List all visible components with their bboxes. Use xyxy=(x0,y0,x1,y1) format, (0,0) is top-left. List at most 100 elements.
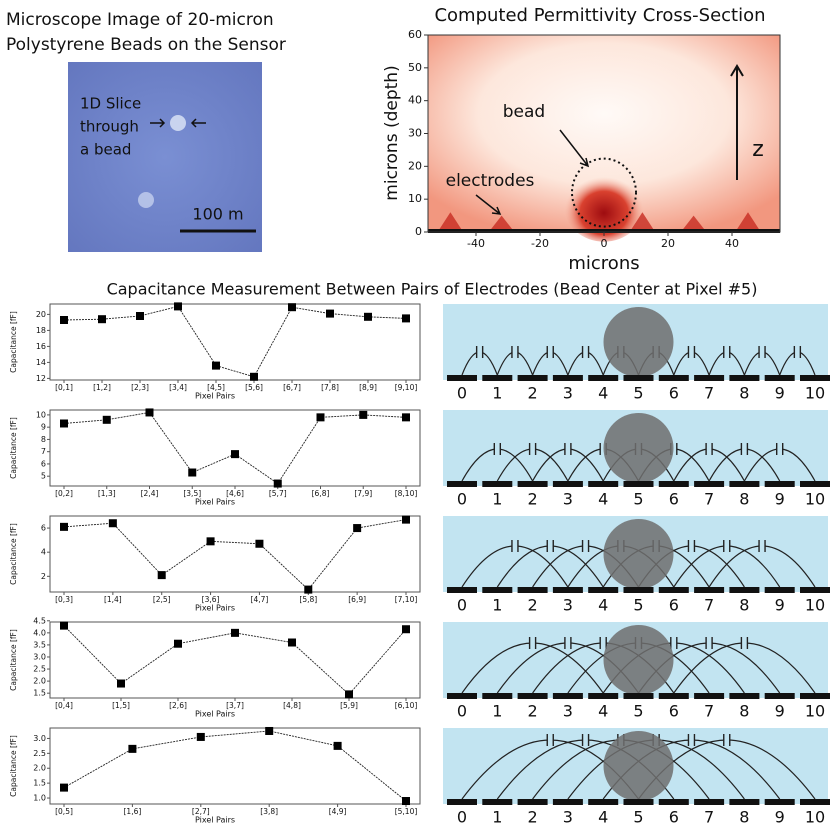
electrode-label: 10 xyxy=(805,596,825,615)
capacitor-gap xyxy=(583,735,589,745)
x-tick-label: [1,2] xyxy=(93,383,111,392)
x-tick-label: [2,6] xyxy=(169,701,187,710)
electrode xyxy=(588,693,618,699)
electrode xyxy=(624,481,654,487)
electrode xyxy=(624,375,654,381)
y-tick-label: 14 xyxy=(36,358,46,367)
y-axis-label: Capacitance [fF] xyxy=(9,629,18,691)
electrode xyxy=(624,587,654,593)
data-point xyxy=(60,419,68,427)
electrode-label: 4 xyxy=(598,808,608,827)
y-axis-label: Capacitance [fF] xyxy=(9,311,18,373)
data-point xyxy=(117,680,125,688)
x-tick-label: [5,6] xyxy=(245,383,263,392)
capacitor-gap xyxy=(688,541,694,551)
data-point xyxy=(207,537,215,545)
electrode xyxy=(482,799,512,805)
electrode xyxy=(659,693,689,699)
data-point xyxy=(188,469,196,477)
electrode-label: 1 xyxy=(492,384,502,403)
electrode-label: 4 xyxy=(598,490,608,509)
y-tick-label: 4 xyxy=(41,548,46,557)
electrode xyxy=(553,587,583,593)
electrode xyxy=(624,693,654,699)
x-tick-label: [5,7] xyxy=(269,489,287,498)
x-axis-label: Pixel Pairs xyxy=(195,604,235,613)
electrode-label: 9 xyxy=(775,596,785,615)
electrode xyxy=(694,375,724,381)
y-tick-label: 0 xyxy=(415,225,422,238)
data-point xyxy=(345,690,353,698)
electrode-label: 3 xyxy=(563,808,573,827)
bead xyxy=(604,625,674,695)
data-point xyxy=(146,408,154,416)
electrode-label: 6 xyxy=(669,702,679,721)
data-point xyxy=(353,524,361,532)
x-tick-label: [6,8] xyxy=(312,489,330,498)
y-tick-label: 7 xyxy=(41,447,46,456)
electrode-label: 7 xyxy=(704,808,714,827)
electrode xyxy=(447,693,477,699)
electrode xyxy=(447,375,477,381)
x-tick-label: [4,8] xyxy=(283,701,301,710)
electrode-label: 7 xyxy=(704,384,714,403)
x-tick-label: 0 xyxy=(601,237,608,250)
y-tick-label: 10 xyxy=(408,192,422,205)
electrode xyxy=(694,587,724,593)
y-tick-label: 10 xyxy=(36,410,46,419)
electrode-label: 0 xyxy=(457,384,467,403)
capacitor-gap xyxy=(547,735,553,745)
electrode-label: 10 xyxy=(805,702,825,721)
x-tick-label: [0,4] xyxy=(55,701,73,710)
y-tick-label: 5 xyxy=(41,472,46,481)
y-tick-label: 1.5 xyxy=(33,689,46,698)
data-point xyxy=(158,571,166,579)
electrode-label: 2 xyxy=(528,384,538,403)
electrode-label: 3 xyxy=(563,490,573,509)
capacitor-gap xyxy=(706,638,712,648)
x-tick-label: [4,9] xyxy=(329,807,347,816)
electrode-label: 5 xyxy=(633,384,643,403)
data-point xyxy=(174,302,182,310)
y-tick-label: 3.0 xyxy=(33,652,46,661)
data-point xyxy=(265,727,273,735)
data-point xyxy=(326,310,334,318)
electrode-label: 3 xyxy=(563,384,573,403)
data-point xyxy=(174,640,182,648)
x-tick-label: [7,9] xyxy=(354,489,372,498)
electrode-label: 1 xyxy=(492,490,502,509)
y-tick-label: 1.5 xyxy=(33,779,46,788)
capacitor-gap xyxy=(759,541,765,551)
y-tick-label: 6 xyxy=(41,524,46,533)
electrode xyxy=(588,799,618,805)
electrode-label: 6 xyxy=(669,808,679,827)
capacitor-gap xyxy=(512,541,518,551)
data-point xyxy=(231,629,239,637)
capacitor-gap xyxy=(688,735,694,745)
electrode-label: 4 xyxy=(598,702,608,721)
y-axis-label: microns (depth) xyxy=(382,65,402,200)
capacitor-gap xyxy=(777,444,783,454)
electrode xyxy=(729,693,759,699)
electrode-label: 10 xyxy=(805,490,825,509)
data-point xyxy=(231,450,239,458)
electrode xyxy=(553,375,583,381)
electrode xyxy=(553,693,583,699)
electrode-label: 4 xyxy=(598,384,608,403)
data-point xyxy=(60,316,68,324)
capacitor-gap xyxy=(565,638,571,648)
data-point xyxy=(402,314,410,322)
electrode-label: 10 xyxy=(805,384,825,403)
electrode xyxy=(765,799,795,805)
capacitor-gap xyxy=(530,444,536,454)
capacitor-gap xyxy=(512,347,518,357)
data-point xyxy=(136,312,144,320)
electrode xyxy=(518,587,548,593)
x-tick-label: [8,9] xyxy=(359,383,377,392)
capacitor-gap xyxy=(583,347,589,357)
x-tick-label: [1,5] xyxy=(112,701,130,710)
y-tick-label: 3.5 xyxy=(33,640,46,649)
capacitor-gap xyxy=(724,541,730,551)
data-point xyxy=(402,625,410,633)
electrode-label: 0 xyxy=(457,596,467,615)
